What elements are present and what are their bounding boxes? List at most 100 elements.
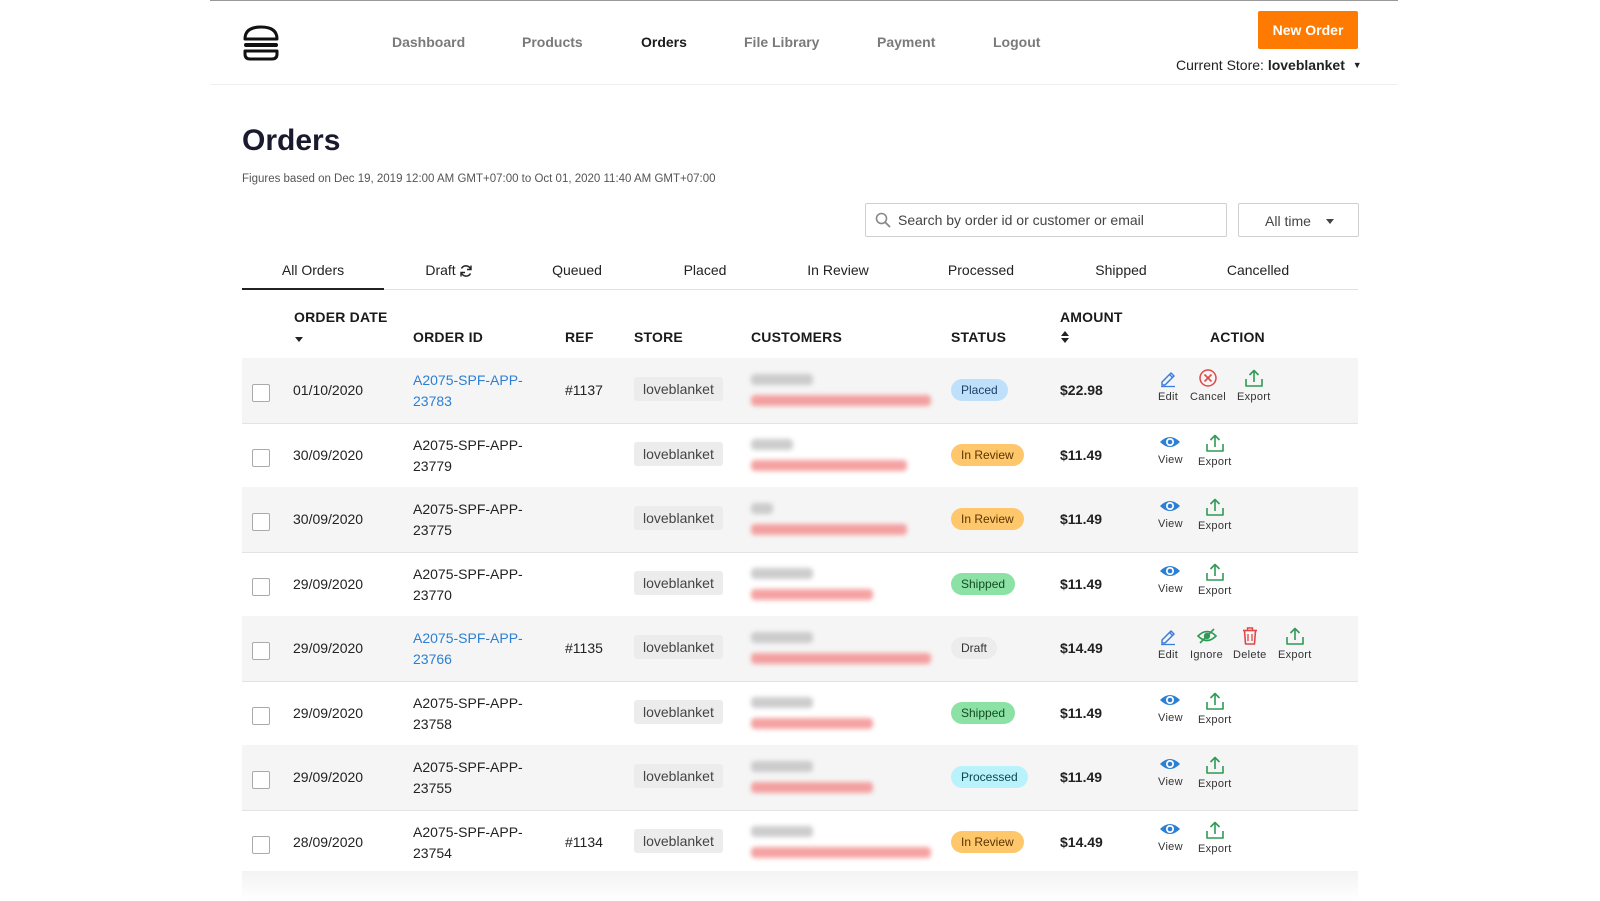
row-checkbox[interactable] bbox=[252, 384, 270, 402]
nav-payment[interactable]: Payment bbox=[877, 34, 936, 50]
order-id: A2075-SPF-APP- 23754 bbox=[413, 822, 523, 864]
tab-processed[interactable]: Processed bbox=[906, 251, 1056, 290]
search-box bbox=[865, 203, 1227, 237]
view-action[interactable]: View bbox=[1158, 497, 1183, 530]
store-chip: loveblanket bbox=[634, 635, 723, 659]
view-icon bbox=[1158, 755, 1183, 773]
edit-icon bbox=[1158, 626, 1178, 646]
sync-icon bbox=[459, 265, 472, 277]
row-checkbox[interactable] bbox=[252, 835, 270, 854]
order-id-line: 23754 bbox=[413, 844, 452, 861]
burger-logo-icon[interactable] bbox=[242, 25, 280, 61]
store-chip: loveblanket bbox=[634, 506, 723, 530]
order-amount: $11.49 bbox=[1060, 446, 1103, 463]
store-chip: loveblanket bbox=[634, 764, 723, 788]
tab-label: Shipped bbox=[1095, 262, 1147, 278]
time-filter-dropdown[interactable]: All time bbox=[1238, 203, 1359, 237]
order-id[interactable]: A2075-SPF-APP- 23783 bbox=[413, 370, 523, 412]
row-checkbox[interactable] bbox=[252, 706, 270, 725]
action-label: View bbox=[1158, 711, 1183, 724]
store-selector[interactable]: Current Store: loveblanket ▼ bbox=[1176, 57, 1362, 73]
search-input[interactable] bbox=[898, 210, 1218, 230]
export-action[interactable]: Export bbox=[1198, 755, 1232, 790]
search-icon bbox=[875, 212, 891, 228]
action-label: Export bbox=[1198, 455, 1232, 468]
row-checkbox[interactable] bbox=[252, 771, 270, 789]
delete-action[interactable]: Delete bbox=[1233, 626, 1267, 661]
sort-desc-icon[interactable] bbox=[295, 337, 303, 342]
nav-file-library[interactable]: File Library bbox=[744, 34, 820, 50]
action-label: Edit bbox=[1158, 649, 1179, 661]
order-amount: $14.49 bbox=[1060, 833, 1103, 850]
row-checkbox[interactable] bbox=[252, 448, 270, 467]
customer-email-redacted bbox=[751, 395, 931, 406]
tab-placed[interactable]: Placed bbox=[640, 251, 770, 290]
tab-all-orders[interactable]: All Orders bbox=[242, 251, 384, 290]
status-badge: In Review bbox=[951, 508, 1024, 530]
cancel-icon bbox=[1190, 368, 1226, 388]
tab-draft[interactable]: Draft bbox=[384, 251, 514, 290]
view-action[interactable]: View bbox=[1158, 562, 1183, 595]
row-checkbox[interactable] bbox=[252, 513, 270, 531]
export-action[interactable]: Export bbox=[1198, 497, 1232, 532]
status-badge: Shipped bbox=[951, 701, 1016, 724]
caret-down-icon bbox=[1326, 219, 1334, 224]
new-order-button[interactable]: New Order bbox=[1258, 11, 1358, 49]
page-title: Orders bbox=[242, 124, 341, 157]
action-label: View bbox=[1158, 518, 1183, 530]
nav-dashboard[interactable]: Dashboard bbox=[392, 34, 466, 50]
action-label: Edit bbox=[1158, 391, 1179, 403]
row-checkbox[interactable] bbox=[252, 577, 270, 596]
action-label: View bbox=[1158, 453, 1183, 466]
edit-icon bbox=[1158, 368, 1178, 388]
export-action[interactable]: Export bbox=[1198, 691, 1232, 726]
export-icon bbox=[1198, 497, 1232, 517]
ignore-action[interactable]: Ignore bbox=[1190, 626, 1223, 661]
tab-shipped[interactable]: Shipped bbox=[1056, 251, 1186, 290]
customer-email-redacted bbox=[751, 653, 931, 664]
export-action[interactable]: Export bbox=[1237, 368, 1271, 403]
col-amount[interactable]: AMOUNT bbox=[1060, 309, 1123, 325]
table-row: 29/09/2020 A2075-SPF-APP- 23758 loveblanket… bbox=[242, 681, 1358, 747]
order-date: 29/09/2020 bbox=[293, 640, 364, 656]
export-action[interactable]: Export bbox=[1198, 562, 1232, 597]
view-action[interactable]: View bbox=[1158, 691, 1183, 724]
view-action[interactable]: View bbox=[1158, 820, 1183, 853]
view-action[interactable]: View bbox=[1158, 755, 1183, 788]
col-order-date[interactable]: ORDER DATE bbox=[294, 309, 388, 325]
order-id: A2075-SPF-APP- 23770 bbox=[413, 564, 523, 606]
tab-queued[interactable]: Queued bbox=[514, 251, 640, 290]
status-badge: Draft bbox=[951, 637, 998, 659]
tab-cancelled[interactable]: Cancelled bbox=[1186, 251, 1330, 290]
sort-both-icon[interactable] bbox=[1060, 330, 1070, 344]
order-id-line: 23755 bbox=[413, 780, 452, 796]
tab-in-review[interactable]: In Review bbox=[770, 251, 906, 290]
nav-orders[interactable]: Orders bbox=[641, 34, 687, 50]
tab-label: In Review bbox=[807, 262, 869, 278]
order-id-line: 23779 bbox=[413, 457, 452, 474]
order-date: 30/09/2020 bbox=[293, 511, 364, 527]
action-label: Export bbox=[1198, 584, 1232, 597]
row-checkbox[interactable] bbox=[252, 642, 270, 660]
export-action[interactable]: Export bbox=[1278, 626, 1312, 661]
order-ref: #1134 bbox=[565, 833, 603, 850]
nav-logout[interactable]: Logout bbox=[993, 34, 1041, 50]
view-icon bbox=[1158, 820, 1183, 838]
tab-label: Placed bbox=[683, 262, 727, 278]
edit-action[interactable]: Edit bbox=[1158, 368, 1178, 403]
order-id[interactable]: A2075-SPF-APP- 23766 bbox=[413, 628, 523, 670]
export-action[interactable]: Export bbox=[1198, 820, 1232, 855]
order-id-line: 23770 bbox=[413, 586, 452, 603]
order-date: 29/09/2020 bbox=[293, 575, 364, 592]
order-date: 30/09/2020 bbox=[293, 446, 364, 463]
cancel-action[interactable]: Cancel bbox=[1190, 368, 1226, 403]
tab-label: All Orders bbox=[281, 262, 345, 278]
action-label: Export bbox=[1278, 649, 1312, 661]
edit-action[interactable]: Edit bbox=[1158, 626, 1178, 661]
export-action[interactable]: Export bbox=[1198, 433, 1232, 468]
view-icon bbox=[1158, 562, 1183, 580]
export-icon bbox=[1198, 691, 1232, 711]
nav-products[interactable]: Products bbox=[522, 34, 583, 50]
time-filter-value: All time bbox=[1265, 213, 1311, 229]
view-action[interactable]: View bbox=[1158, 433, 1183, 466]
